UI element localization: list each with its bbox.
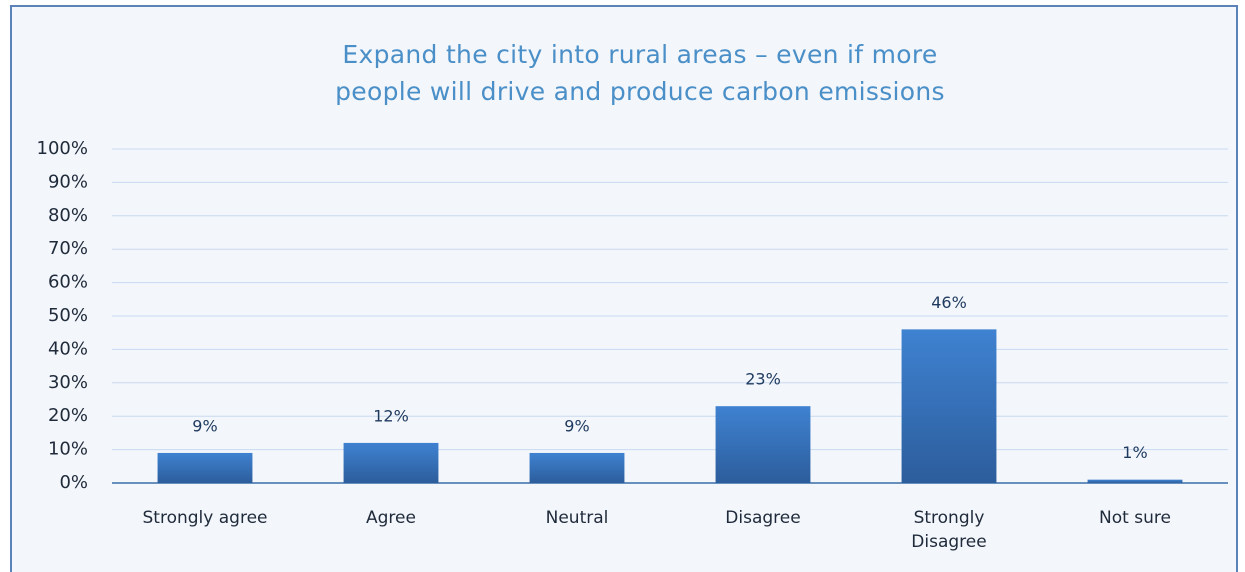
y-tick-label: 30% bbox=[48, 372, 88, 393]
chart-title: Expand the city into rural areas – even … bbox=[335, 40, 945, 106]
y-tick-label: 80% bbox=[48, 205, 88, 226]
y-tick-label: 40% bbox=[48, 338, 88, 359]
data-label: 9% bbox=[564, 416, 589, 435]
data-label: 12% bbox=[373, 406, 409, 425]
y-tick-label: 70% bbox=[48, 238, 88, 259]
y-tick-label: 10% bbox=[48, 439, 88, 460]
bar bbox=[715, 406, 811, 483]
data-label: 9% bbox=[192, 416, 217, 435]
bar bbox=[901, 329, 997, 483]
y-tick-label: 0% bbox=[59, 472, 88, 493]
x-tick-label: Neutral bbox=[545, 508, 609, 528]
x-tick-label: Agree bbox=[366, 508, 416, 528]
x-tick-label: Not sure bbox=[1099, 508, 1171, 528]
bar bbox=[529, 452, 625, 483]
y-tick-label: 90% bbox=[48, 171, 88, 192]
bar bbox=[343, 442, 439, 483]
x-tick-label: Disagree bbox=[725, 508, 801, 528]
bar bbox=[157, 452, 253, 483]
data-label: 1% bbox=[1122, 443, 1147, 462]
x-tick-label: Strongly agree bbox=[142, 508, 268, 528]
y-tick-label: 100% bbox=[37, 138, 88, 159]
data-label: 23% bbox=[745, 370, 781, 389]
x-tick-label: Strongly Disagree bbox=[911, 508, 987, 552]
bar bbox=[1087, 479, 1183, 483]
data-label: 46% bbox=[931, 293, 967, 312]
y-tick-label: 60% bbox=[48, 272, 88, 293]
y-tick-label: 50% bbox=[48, 305, 88, 326]
y-tick-label: 20% bbox=[48, 405, 88, 426]
